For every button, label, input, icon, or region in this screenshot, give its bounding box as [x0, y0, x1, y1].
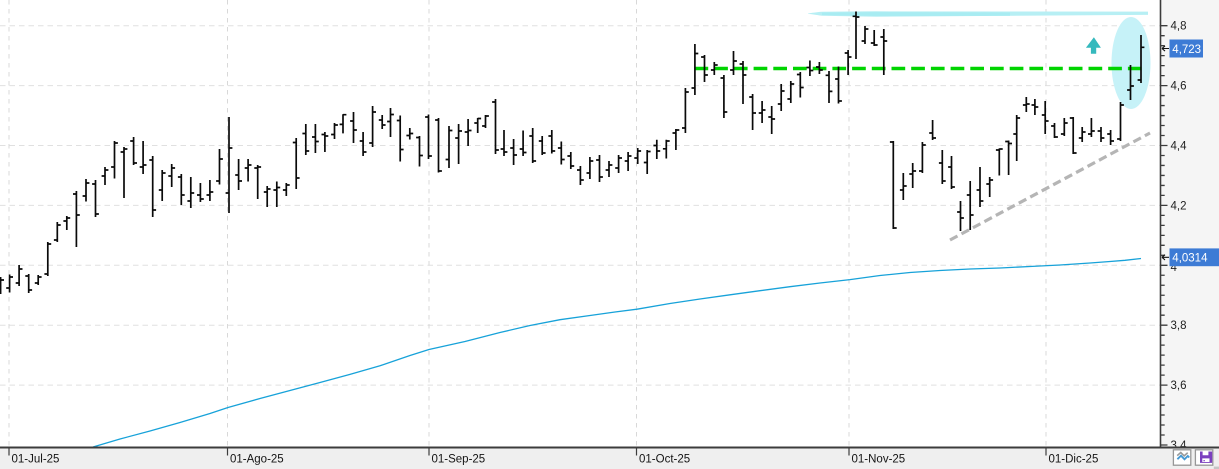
svg-text:3,8: 3,8 [1171, 320, 1187, 332]
svg-text:4,4: 4,4 [1171, 141, 1188, 153]
svg-text:01-Nov-25: 01-Nov-25 [852, 454, 906, 466]
svg-text:4,6: 4,6 [1171, 81, 1187, 93]
svg-text:3,6: 3,6 [1171, 380, 1187, 392]
svg-text:4: 4 [1171, 262, 1178, 274]
svg-text:01-Sep-25: 01-Sep-25 [432, 454, 486, 466]
svg-text:4,2: 4,2 [1171, 200, 1187, 212]
svg-text:01-Jul-25: 01-Jul-25 [12, 454, 60, 466]
svg-text:01-Dic-25: 01-Dic-25 [1049, 454, 1099, 466]
svg-text:4,0314: 4,0314 [1172, 253, 1208, 265]
svg-text:4,723: 4,723 [1172, 44, 1201, 56]
svg-text:01-Ago-25: 01-Ago-25 [230, 454, 284, 466]
svg-text:01-Oct-25: 01-Oct-25 [639, 454, 690, 466]
svg-text:4,8: 4,8 [1171, 21, 1187, 33]
